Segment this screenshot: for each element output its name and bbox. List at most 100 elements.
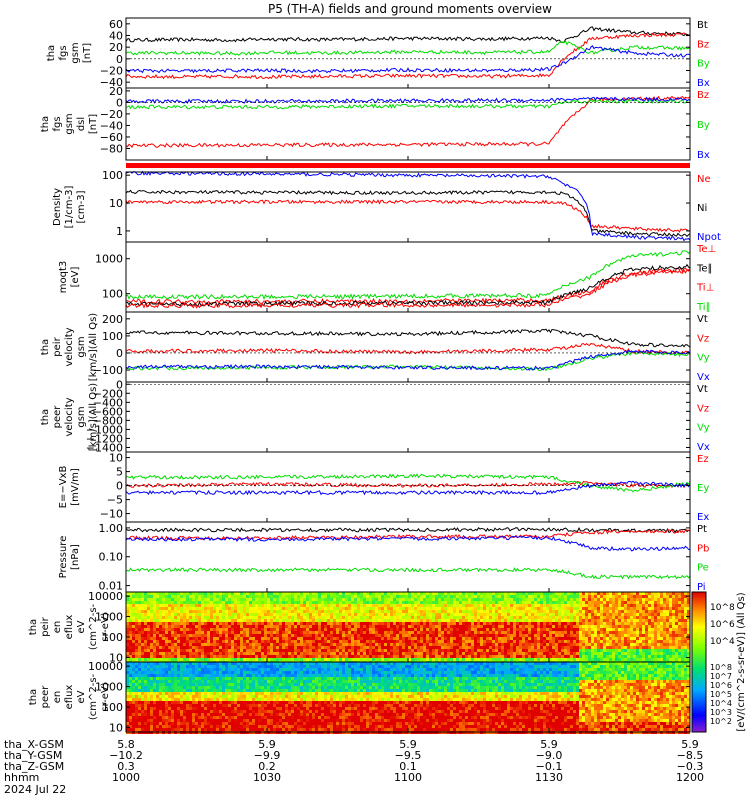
spectrogram-cell [267, 619, 270, 622]
spectrogram-cell [213, 619, 216, 622]
spectrogram-cell [675, 628, 678, 631]
spectrogram-cell [144, 662, 147, 665]
spectrogram-cell [567, 649, 570, 652]
spectrogram-cell [210, 622, 213, 625]
spectrogram-cell [414, 601, 417, 604]
spectrogram-cell [234, 628, 237, 631]
spectrogram-cell [558, 646, 561, 649]
spectrogram-cell [480, 652, 483, 655]
spectrogram-cell [255, 643, 258, 646]
spectrogram-cell [402, 613, 405, 616]
spectrogram-cell [414, 610, 417, 613]
y-axis-label: [nPa] [70, 544, 81, 570]
spectrogram-cell [636, 625, 639, 628]
spectrogram-cell [198, 592, 201, 595]
spectrogram-cell [570, 622, 573, 625]
spectrogram-cell [369, 601, 372, 604]
spectrogram-cell [369, 625, 372, 628]
spectrogram-cell [579, 637, 582, 640]
spectrogram-cell [300, 610, 303, 613]
spectrogram-cell [135, 674, 138, 677]
spectrogram-cell [171, 640, 174, 643]
spectrogram-cell [582, 613, 585, 616]
spectrogram-cell [447, 634, 450, 637]
spectrogram-cell [423, 607, 426, 610]
spectrogram-cell [360, 646, 363, 649]
spectrogram-cell [528, 649, 531, 652]
spectrogram-cell [549, 655, 552, 658]
spectrogram-cell [375, 658, 378, 661]
spectrogram-cell [294, 616, 297, 619]
spectrogram-cell [468, 628, 471, 631]
spectrogram-cell [462, 625, 465, 628]
spectrogram-cell [270, 634, 273, 637]
spectrogram-cell [558, 634, 561, 637]
spectrogram-cell [492, 652, 495, 655]
spectrogram-cell [522, 634, 525, 637]
spectrogram-cell [324, 622, 327, 625]
spectrogram-cell [522, 604, 525, 607]
spectrogram-cell [618, 607, 621, 610]
spectrogram-cell [567, 646, 570, 649]
spectrogram-cell [255, 610, 258, 613]
spectrogram-cell [456, 595, 459, 598]
spectrogram-cell [234, 598, 237, 601]
y-axis-label: en [52, 621, 63, 634]
spectrogram-cell [294, 649, 297, 652]
spectrogram-cell [507, 640, 510, 643]
spectrogram-cell [528, 619, 531, 622]
spectrogram-cell [297, 652, 300, 655]
spectrogram-cell [189, 616, 192, 619]
spectrogram-cell [498, 616, 501, 619]
spectrogram-cell [525, 613, 528, 616]
spectrogram-cell [165, 658, 168, 661]
spectrogram-cell [630, 616, 633, 619]
spectrogram-cell [666, 610, 669, 613]
spectrogram-cell [591, 613, 594, 616]
spectrogram-cell [528, 646, 531, 649]
spectrogram-cell [186, 628, 189, 631]
spectrogram-cell [594, 598, 597, 601]
spectrogram-cell [183, 628, 186, 631]
spectrogram-cell [351, 655, 354, 658]
spectrogram-cell [282, 634, 285, 637]
spectrogram-cell [162, 631, 165, 634]
spectrogram-cell [480, 643, 483, 646]
spectrogram-cell [477, 622, 480, 625]
spectrogram-cell [387, 646, 390, 649]
spectrogram-cell [126, 677, 129, 680]
spectrogram-cell [225, 643, 228, 646]
spectrogram-cell [222, 634, 225, 637]
spectrogram-cell [501, 631, 504, 634]
spectrogram-cell [435, 643, 438, 646]
spectrogram-cell [483, 655, 486, 658]
spectrogram-cell [522, 610, 525, 613]
spectrogram-cell [321, 619, 324, 622]
spectrogram-cell [231, 622, 234, 625]
spectrogram-cell [381, 592, 384, 595]
spectrogram-cell [273, 643, 276, 646]
spectrogram-cell [294, 595, 297, 598]
spectrogram-cell [129, 689, 132, 692]
spectrogram-cell [222, 598, 225, 601]
spectrogram-cell [606, 622, 609, 625]
spectrogram-cell [582, 592, 585, 595]
spectrogram-cell [162, 655, 165, 658]
spectrogram-cell [684, 604, 687, 607]
spectrogram-cell [165, 643, 168, 646]
spectrogram-cell [612, 616, 615, 619]
spectrogram-cell [240, 652, 243, 655]
spectrogram-cell [576, 601, 579, 604]
spectrogram-cell [273, 649, 276, 652]
spectrogram-cell [618, 595, 621, 598]
spectrogram-cell [372, 592, 375, 595]
spectrogram-cell [435, 622, 438, 625]
spectrogram-cell [432, 598, 435, 601]
spectrogram-cell [135, 658, 138, 661]
spectrogram-cell [225, 634, 228, 637]
spectrogram-cell [564, 649, 567, 652]
spectrogram-cell [216, 595, 219, 598]
spectrogram-cell [147, 604, 150, 607]
spectrogram-cell [678, 610, 681, 613]
spectrogram-cell [591, 592, 594, 595]
